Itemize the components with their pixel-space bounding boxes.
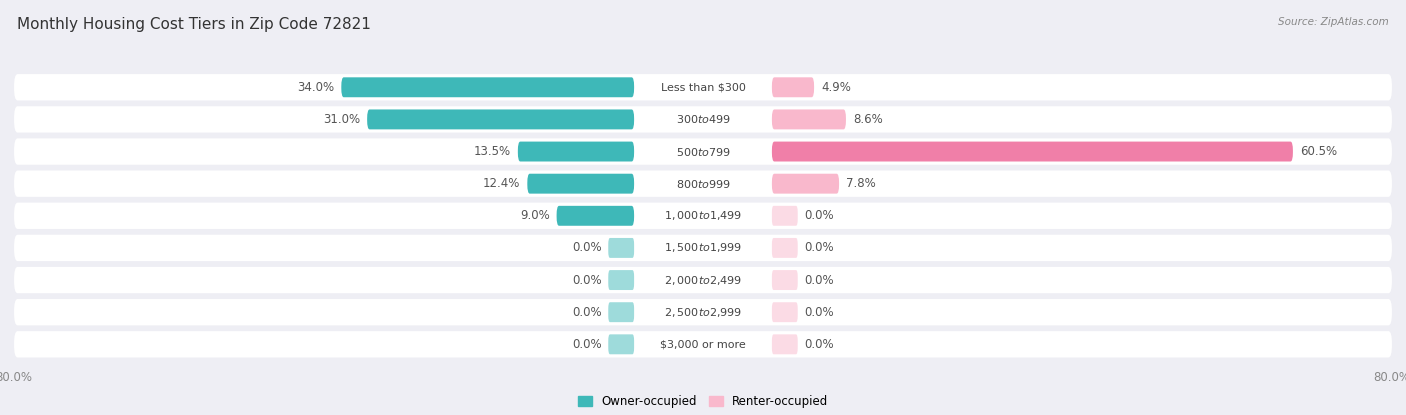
- FancyBboxPatch shape: [772, 334, 797, 354]
- FancyBboxPatch shape: [609, 334, 634, 354]
- FancyBboxPatch shape: [517, 142, 634, 161]
- FancyBboxPatch shape: [772, 270, 797, 290]
- Text: 31.0%: 31.0%: [323, 113, 360, 126]
- FancyBboxPatch shape: [609, 270, 634, 290]
- Text: $2,000 to $2,499: $2,000 to $2,499: [664, 273, 742, 287]
- Text: $3,000 or more: $3,000 or more: [661, 339, 745, 349]
- Text: 0.0%: 0.0%: [572, 242, 602, 254]
- FancyBboxPatch shape: [342, 77, 634, 97]
- FancyBboxPatch shape: [14, 74, 1392, 100]
- FancyBboxPatch shape: [14, 331, 1392, 357]
- Text: 9.0%: 9.0%: [520, 209, 550, 222]
- Text: 4.9%: 4.9%: [821, 81, 851, 94]
- Text: 8.6%: 8.6%: [853, 113, 883, 126]
- Text: 13.5%: 13.5%: [474, 145, 510, 158]
- Text: $2,500 to $2,999: $2,500 to $2,999: [664, 306, 742, 319]
- Text: 0.0%: 0.0%: [804, 306, 834, 319]
- FancyBboxPatch shape: [14, 299, 1392, 325]
- FancyBboxPatch shape: [609, 302, 634, 322]
- FancyBboxPatch shape: [609, 238, 634, 258]
- Text: Monthly Housing Cost Tiers in Zip Code 72821: Monthly Housing Cost Tiers in Zip Code 7…: [17, 17, 371, 32]
- Text: 7.8%: 7.8%: [846, 177, 876, 190]
- Text: Source: ZipAtlas.com: Source: ZipAtlas.com: [1278, 17, 1389, 27]
- FancyBboxPatch shape: [367, 110, 634, 129]
- FancyBboxPatch shape: [772, 77, 814, 97]
- FancyBboxPatch shape: [772, 206, 797, 226]
- Text: 0.0%: 0.0%: [572, 273, 602, 287]
- FancyBboxPatch shape: [14, 203, 1392, 229]
- Text: 0.0%: 0.0%: [804, 338, 834, 351]
- FancyBboxPatch shape: [557, 206, 634, 226]
- FancyBboxPatch shape: [527, 174, 634, 194]
- Text: 34.0%: 34.0%: [297, 81, 335, 94]
- Text: 0.0%: 0.0%: [804, 242, 834, 254]
- Text: $1,500 to $1,999: $1,500 to $1,999: [664, 242, 742, 254]
- Text: 0.0%: 0.0%: [572, 338, 602, 351]
- Text: 0.0%: 0.0%: [572, 306, 602, 319]
- FancyBboxPatch shape: [772, 302, 797, 322]
- FancyBboxPatch shape: [14, 138, 1392, 165]
- FancyBboxPatch shape: [14, 235, 1392, 261]
- FancyBboxPatch shape: [772, 238, 797, 258]
- FancyBboxPatch shape: [772, 174, 839, 194]
- Text: 0.0%: 0.0%: [804, 273, 834, 287]
- FancyBboxPatch shape: [14, 171, 1392, 197]
- Legend: Owner-occupied, Renter-occupied: Owner-occupied, Renter-occupied: [572, 391, 834, 413]
- Text: Less than $300: Less than $300: [661, 82, 745, 92]
- FancyBboxPatch shape: [772, 142, 1294, 161]
- Text: 12.4%: 12.4%: [484, 177, 520, 190]
- FancyBboxPatch shape: [772, 110, 846, 129]
- Text: $300 to $499: $300 to $499: [675, 113, 731, 125]
- Text: 0.0%: 0.0%: [804, 209, 834, 222]
- Text: $1,000 to $1,499: $1,000 to $1,499: [664, 209, 742, 222]
- Text: $500 to $799: $500 to $799: [675, 146, 731, 158]
- Text: $800 to $999: $800 to $999: [675, 178, 731, 190]
- FancyBboxPatch shape: [14, 267, 1392, 293]
- Text: 60.5%: 60.5%: [1299, 145, 1337, 158]
- FancyBboxPatch shape: [14, 106, 1392, 132]
